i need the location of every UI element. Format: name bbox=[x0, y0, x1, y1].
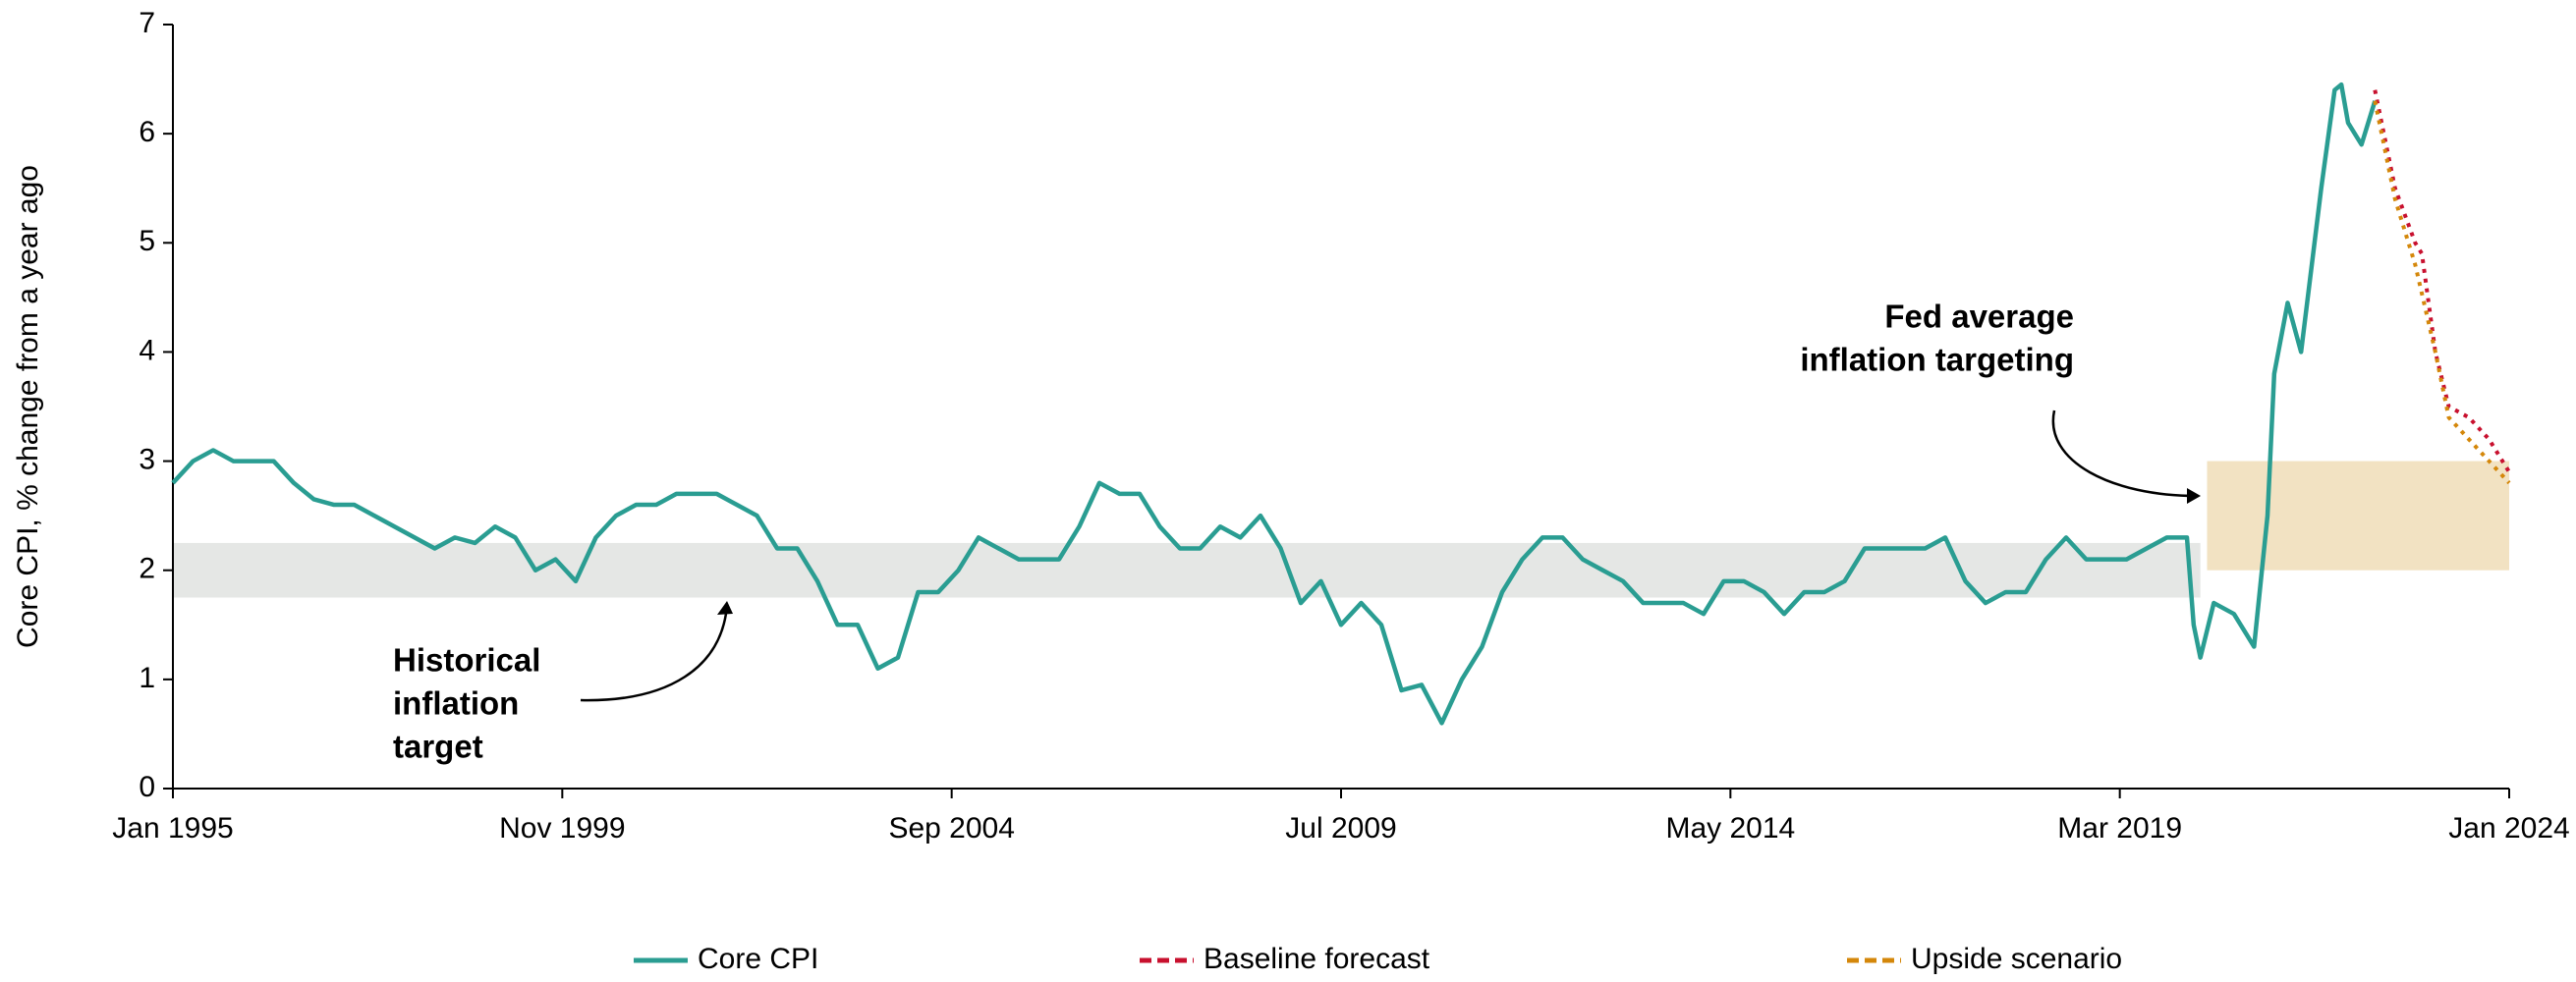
annotation-arrow bbox=[2051, 409, 2198, 498]
x-tick-label: Jan 1995 bbox=[112, 812, 233, 845]
y-tick-label: 6 bbox=[139, 116, 155, 148]
shaded-band bbox=[173, 542, 2201, 598]
y-tick-label: 5 bbox=[139, 225, 155, 257]
y-tick-label: 1 bbox=[139, 662, 155, 694]
annotation: Historical bbox=[393, 642, 540, 679]
annotation: target bbox=[393, 729, 483, 765]
y-tick-label: 7 bbox=[139, 7, 155, 39]
y-axis-label: Core CPI, % change from a year ago bbox=[12, 165, 44, 648]
x-tick-label: Nov 1999 bbox=[499, 812, 625, 845]
y-tick-label: 0 bbox=[139, 771, 155, 803]
series-line bbox=[171, 82, 2378, 726]
arrow-head bbox=[717, 601, 733, 615]
x-tick-label: Sep 2004 bbox=[888, 812, 1014, 845]
y-tick-label: 3 bbox=[139, 443, 155, 475]
legend-label: Core CPI bbox=[698, 943, 818, 975]
y-tick-label: 2 bbox=[139, 553, 155, 585]
x-tick-label: Jan 2024 bbox=[2448, 812, 2569, 845]
legend-label: Upside scenario bbox=[1911, 943, 2122, 975]
x-tick-label: May 2014 bbox=[1665, 812, 1795, 845]
x-tick-label: Jul 2009 bbox=[1285, 812, 1396, 845]
annotation-arrow bbox=[580, 604, 729, 702]
series-line bbox=[2373, 89, 2511, 473]
arrow-head bbox=[2187, 488, 2201, 504]
legend-label: Baseline forecast bbox=[1204, 943, 1430, 975]
annotation: Fed average bbox=[1884, 299, 2074, 335]
annotation: inflation bbox=[393, 685, 519, 722]
shaded-band bbox=[2207, 461, 2509, 571]
annotation: inflation targeting bbox=[1800, 342, 2074, 378]
y-tick-label: 4 bbox=[139, 334, 155, 366]
series-line bbox=[2373, 100, 2511, 485]
x-tick-label: Mar 2019 bbox=[2057, 812, 2182, 845]
